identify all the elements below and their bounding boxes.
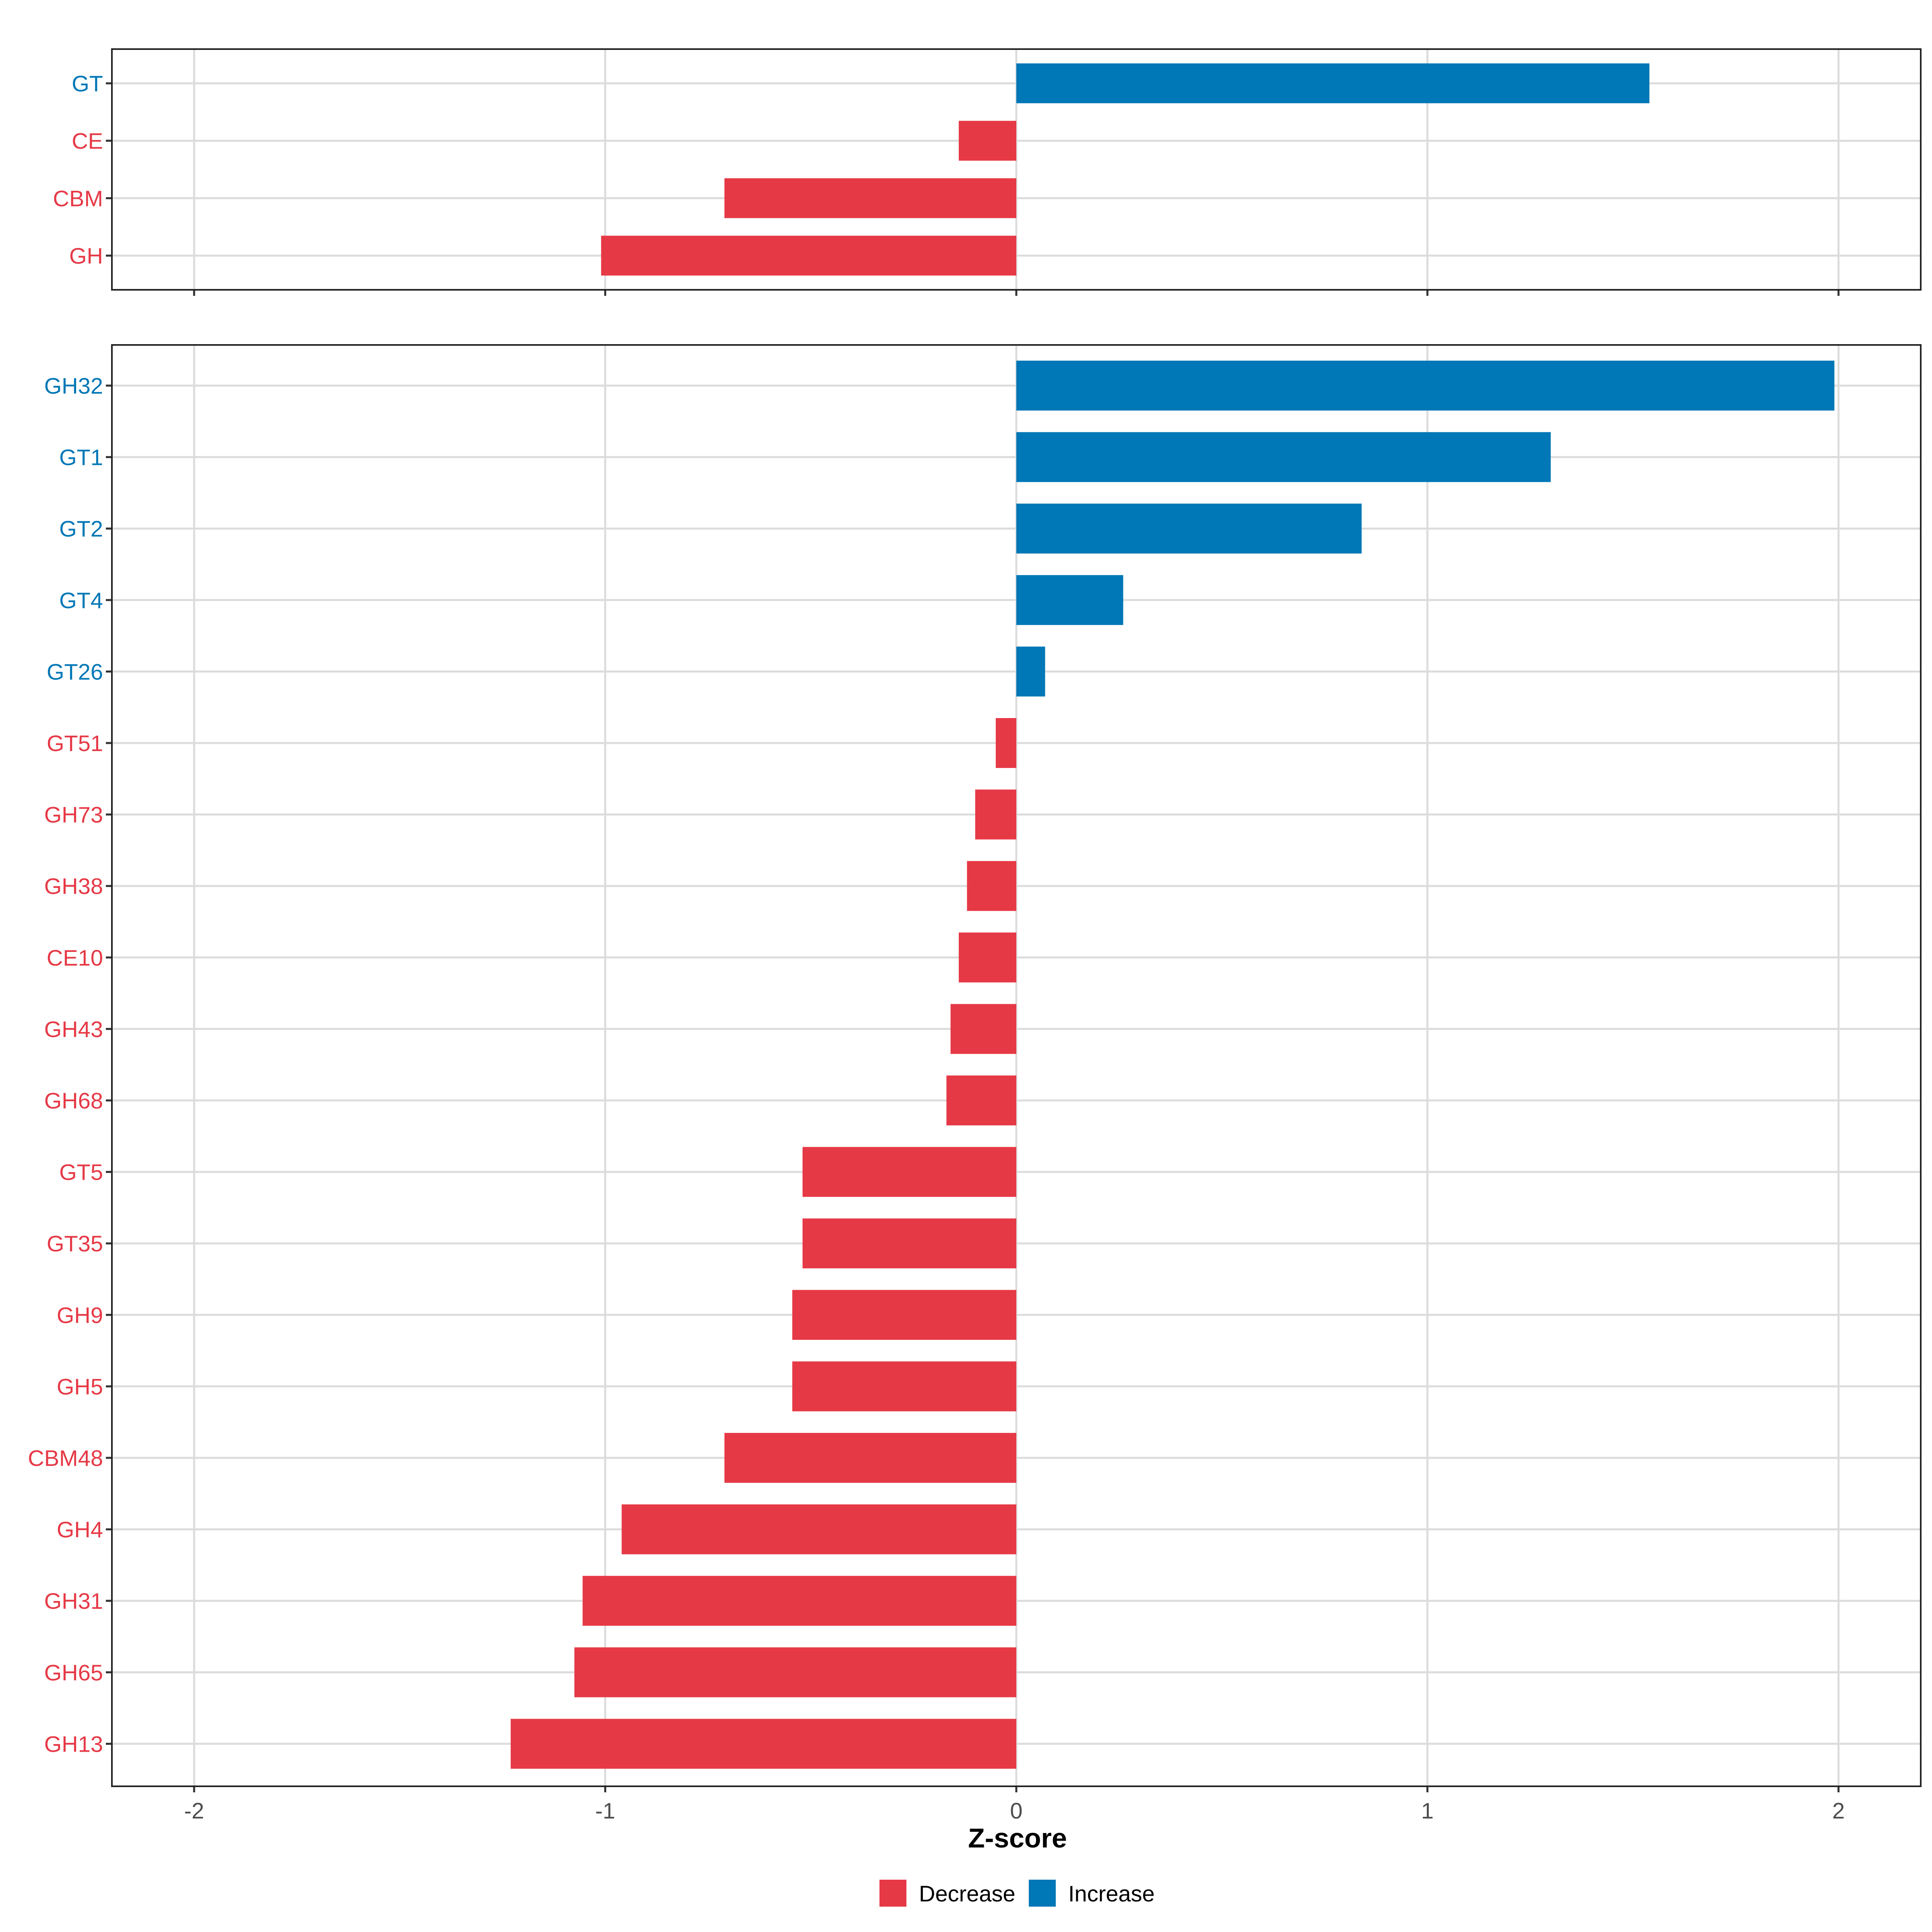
y-tick-label: GH bbox=[69, 243, 103, 268]
bar-gt4 bbox=[1016, 575, 1123, 625]
bar-gh9 bbox=[792, 1290, 1016, 1340]
y-tick-label: GH4 bbox=[57, 1517, 103, 1542]
y-tick-label: GH43 bbox=[44, 1016, 103, 1042]
bar-gh68 bbox=[946, 1075, 1016, 1125]
x-tick-label: 1 bbox=[1421, 1798, 1434, 1823]
y-tick-label: GH73 bbox=[44, 802, 103, 828]
bar-gt26 bbox=[1016, 646, 1045, 697]
y-tick-label: GH5 bbox=[57, 1374, 103, 1399]
y-tick-label: GT5 bbox=[59, 1160, 103, 1185]
legend-swatch-increase bbox=[1029, 1880, 1056, 1907]
bar-gt1 bbox=[1016, 432, 1551, 482]
y-tick-label: GT35 bbox=[47, 1231, 103, 1256]
y-tick-label: GH38 bbox=[44, 873, 103, 899]
y-tick-label: GT2 bbox=[59, 516, 103, 541]
x-tick-label: -2 bbox=[184, 1798, 204, 1823]
bar-gh65 bbox=[574, 1647, 1016, 1697]
y-tick-label: GH31 bbox=[44, 1588, 103, 1614]
bar-gh38 bbox=[967, 861, 1016, 911]
bar-cbm48 bbox=[724, 1433, 1016, 1483]
y-tick-label: GH68 bbox=[44, 1088, 103, 1113]
bar-ce bbox=[959, 121, 1016, 161]
y-tick-label: CE bbox=[72, 128, 103, 154]
x-tick-label: 0 bbox=[1010, 1798, 1022, 1823]
top-panel: GT CE CBM GH bbox=[53, 48, 1922, 296]
y-tick-label: GH9 bbox=[57, 1302, 103, 1328]
panel-border bbox=[111, 48, 1922, 291]
bar-gh43 bbox=[950, 1004, 1016, 1054]
bar-gh5 bbox=[792, 1361, 1016, 1412]
y-tick-label: GT26 bbox=[47, 659, 103, 684]
y-tick-label: CBM bbox=[53, 186, 103, 211]
y-tick-label: GT bbox=[72, 71, 103, 96]
bar-gt51 bbox=[995, 718, 1016, 768]
y-tick-label: GT1 bbox=[59, 445, 103, 470]
y-tick-label: GT51 bbox=[47, 731, 103, 756]
bar-ce10 bbox=[959, 932, 1016, 983]
y-tick-label: CBM48 bbox=[28, 1445, 103, 1471]
y-tick-label: GH65 bbox=[44, 1660, 103, 1685]
bar-gh31 bbox=[582, 1576, 1016, 1626]
bottom-panel: GH32GT1GT2GT4GT26GT51GH73GH38CE10GH43GH6… bbox=[28, 344, 1922, 1823]
x-tick-label: 2 bbox=[1832, 1798, 1845, 1823]
y-tick-label: GH32 bbox=[44, 373, 103, 398]
legend-label-increase: Increase bbox=[1068, 1881, 1155, 1906]
bar-gh bbox=[601, 235, 1016, 276]
panel-border bbox=[111, 344, 1922, 1787]
bar-gh4 bbox=[621, 1504, 1016, 1554]
legend: Decrease Increase bbox=[879, 1880, 1155, 1907]
x-axis-title: Z-score bbox=[968, 1823, 1067, 1854]
bar-gt2 bbox=[1016, 504, 1362, 554]
legend-label-decrease: Decrease bbox=[919, 1881, 1016, 1906]
bar-gt35 bbox=[802, 1218, 1016, 1269]
bar-gt5 bbox=[802, 1147, 1016, 1197]
y-tick-label: GH13 bbox=[44, 1731, 103, 1757]
bar-gh13 bbox=[510, 1719, 1016, 1769]
y-tick-label: CE10 bbox=[47, 945, 103, 970]
legend-swatch-decrease bbox=[879, 1880, 906, 1907]
bar-gh73 bbox=[975, 789, 1016, 840]
y-tick-label: GT4 bbox=[59, 588, 103, 613]
bar-gt bbox=[1016, 63, 1649, 103]
bar-gh32 bbox=[1016, 361, 1835, 411]
x-tick-label: -1 bbox=[595, 1798, 615, 1823]
bar-cbm bbox=[724, 178, 1016, 218]
